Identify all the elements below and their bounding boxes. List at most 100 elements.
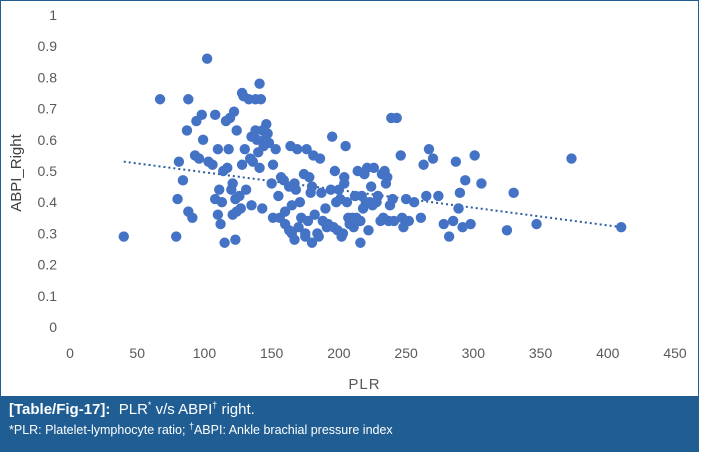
figure-caption: [Table/Fig-17]: PLR* v/s ABPI† right. *P… [1, 396, 698, 451]
data-point [177, 175, 189, 186]
data-point [326, 131, 338, 142]
data-point [273, 190, 284, 202]
data-point [427, 153, 439, 164]
x-tick-label: 0 [66, 345, 74, 361]
y-tick-label: 0 [49, 319, 57, 335]
data-point [388, 215, 400, 227]
data-point [263, 137, 275, 149]
data-point [219, 237, 230, 248]
data-point [246, 200, 257, 211]
data-point [231, 125, 242, 136]
data-point [292, 143, 303, 155]
y-tick-label: 0.9 [38, 38, 58, 54]
data-point [300, 231, 311, 242]
data-point [207, 159, 218, 170]
y-tick-label: 0.8 [38, 69, 58, 85]
data-point [234, 190, 245, 202]
data-point [531, 218, 542, 230]
data-point [469, 150, 480, 161]
data-point [212, 209, 224, 220]
data-point [254, 78, 265, 89]
data-point [270, 143, 281, 155]
data-point [183, 94, 194, 105]
data-point [239, 143, 250, 155]
data-point [302, 215, 314, 227]
data-point [222, 162, 233, 174]
data-point [476, 178, 487, 189]
data-point [566, 153, 577, 164]
data-point [508, 187, 519, 199]
data-point [301, 143, 312, 155]
data-point [447, 215, 459, 227]
caption-label: [Table/Fig-17]: [9, 401, 111, 418]
data-point [214, 184, 225, 195]
data-point [201, 53, 213, 64]
data-point [316, 187, 327, 199]
caption-text-a: PLR [118, 401, 148, 418]
data-point [286, 200, 298, 211]
x-tick-label: 250 [394, 345, 418, 361]
data-point [337, 228, 349, 239]
data-point [215, 218, 226, 230]
data-point [340, 140, 351, 152]
data-point [173, 156, 185, 167]
data-point [251, 134, 263, 145]
data-point [304, 172, 315, 183]
data-point [118, 231, 129, 242]
data-point [363, 225, 374, 236]
data-point [223, 143, 234, 155]
data-point [193, 153, 205, 164]
data-point [616, 221, 627, 233]
chart-area: 0 0.1 0.2 0.3 0.4 0.5 0.6 0.7 0.8 0.9 1 0 50 100 150 20… [8, 7, 687, 393]
data-point [443, 231, 455, 242]
data-point [501, 225, 513, 236]
caption-sup-b: † [212, 400, 218, 410]
data-point [306, 237, 318, 248]
data-point [355, 215, 366, 227]
data-point [172, 193, 183, 205]
footnote-sup: † [188, 420, 194, 431]
data-point [395, 150, 406, 161]
data-point [438, 218, 449, 230]
x-tick-label: 350 [529, 345, 553, 361]
data-point [320, 203, 331, 214]
data-point [197, 134, 209, 145]
data-point [325, 184, 337, 195]
data-point [290, 184, 302, 195]
data-point [400, 193, 412, 205]
y-axis-title: ABPI_Right [8, 133, 25, 211]
scatter-chart: 0 0.1 0.2 0.3 0.4 0.5 0.6 0.7 0.8 0.9 1 0 50 100 150 20… [8, 7, 687, 393]
data-point [391, 112, 402, 124]
data-point [355, 237, 366, 248]
data-point [261, 119, 272, 130]
data-point [240, 184, 252, 195]
caption-text-b: v/s ABPI [151, 401, 213, 418]
data-point [423, 143, 435, 155]
data-point [421, 190, 432, 202]
data-point [450, 156, 462, 167]
y-tick-label: 0.4 [38, 194, 58, 210]
y-tick-label: 0.6 [38, 132, 58, 148]
x-axis-title: PLR [348, 376, 380, 393]
data-point [453, 203, 464, 214]
x-tick-label: 450 [663, 345, 687, 361]
data-point [372, 190, 384, 202]
data-point [418, 159, 429, 170]
footnote-a: *PLR: Platelet-lymphocyte ratio; [9, 423, 189, 437]
x-tick-label: 200 [327, 345, 351, 361]
x-tick-label: 100 [193, 345, 217, 361]
data-point [289, 234, 300, 245]
caption-title: [Table/Fig-17]: PLR* v/s ABPI† right. [9, 400, 690, 420]
x-tick-label: 400 [596, 345, 620, 361]
data-point [181, 125, 193, 136]
data-point [460, 175, 471, 186]
y-tick-label: 0.5 [38, 163, 58, 179]
data-point [262, 128, 273, 139]
caption-sup-a: * [147, 400, 152, 410]
data-point [279, 206, 291, 217]
caption-text-c: right. [217, 401, 255, 418]
y-tick-label: 0.2 [38, 257, 58, 273]
data-point [230, 234, 241, 245]
data-point [154, 94, 166, 105]
